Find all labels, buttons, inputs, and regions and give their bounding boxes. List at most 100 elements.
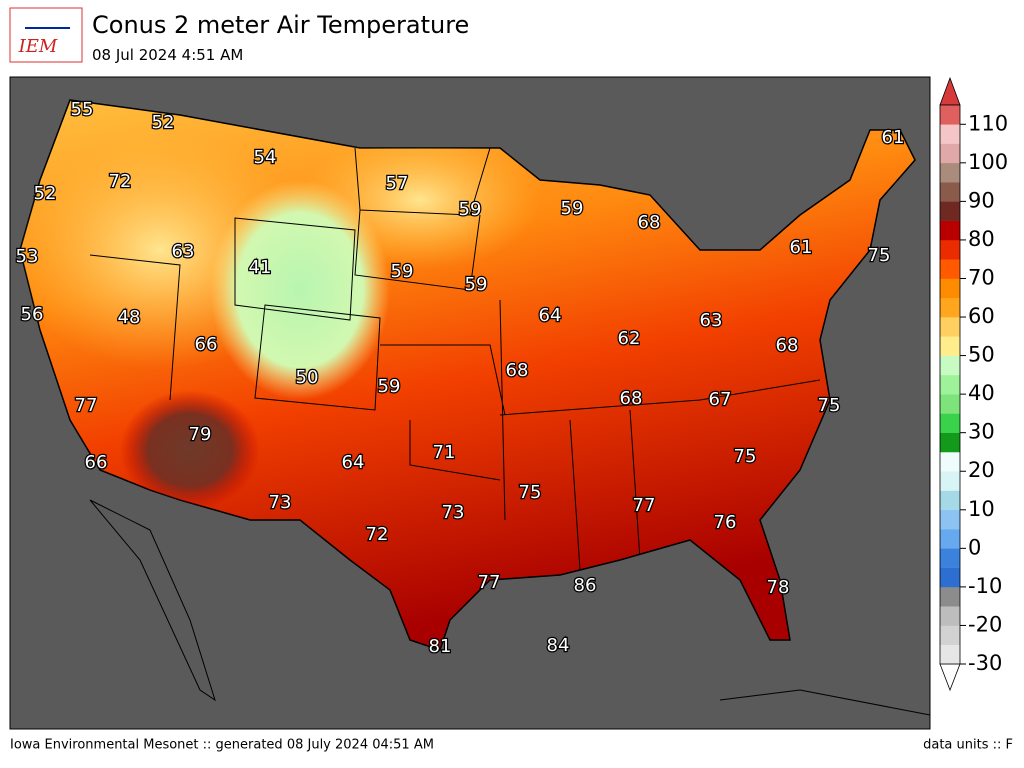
temperature-label: 68 [776, 335, 799, 356]
colorbar-bin [940, 317, 960, 337]
colorbar-bin [940, 471, 960, 491]
colorbar-tick-label: -20 [968, 612, 1002, 636]
temperature-label: 66 [85, 452, 108, 473]
temperature-label: 63 [700, 310, 723, 331]
temperature-label: 57 [386, 173, 409, 194]
colorbar-tick-label: -10 [968, 574, 1002, 598]
temperature-label: 84 [547, 635, 570, 656]
temperature-label: 77 [633, 495, 656, 516]
temperature-label: 71 [433, 442, 456, 463]
temperature-label: 52 [152, 112, 175, 133]
map [19, 99, 931, 716]
temperature-label: 62 [618, 328, 641, 349]
colorbar-tick-label: -30 [968, 651, 1002, 675]
colorbar-bin [940, 124, 960, 144]
colorbar-bin [940, 625, 960, 646]
colorbar-bin [940, 259, 960, 279]
temperature-label: 77 [75, 395, 98, 416]
colorbar-tick-label: 110 [968, 111, 1008, 135]
logo: IEM [9, 7, 83, 63]
temperature-label: 56 [21, 304, 44, 325]
temperature-label: 64 [539, 305, 562, 326]
colorbar-bin [940, 105, 960, 125]
temperature-label: 59 [465, 274, 488, 295]
colorbar-bin [940, 432, 960, 453]
temperature-label: 75 [519, 482, 542, 503]
colorbar-bin [940, 586, 960, 607]
title: Conus 2 meter Air Temperature [92, 11, 469, 39]
colorbar-bin [940, 297, 960, 318]
temperature-label: 68 [506, 360, 529, 381]
temperature-label: 81 [429, 636, 452, 657]
temperature-label: 75 [818, 395, 841, 416]
temperature-label: 64 [342, 452, 365, 473]
colorbar-tick-label: 90 [968, 188, 995, 212]
colorbar-bin [940, 355, 960, 376]
colorbar-bin [940, 162, 960, 183]
colorbar-bin [940, 567, 960, 588]
temperature-label: 59 [378, 376, 401, 397]
colorbar-tick-label: 60 [968, 304, 995, 328]
temperature-label: 68 [638, 212, 661, 233]
temperature-label: 73 [269, 492, 292, 513]
temperature-label: 76 [714, 512, 737, 533]
colorbar-bin [940, 529, 960, 549]
temperature-label: 67 [709, 389, 732, 410]
colorbar-bin [940, 336, 960, 356]
temperature-label: 54 [254, 147, 277, 168]
colorbar-bin [940, 239, 960, 260]
colorbar-bin [940, 413, 960, 433]
temperature-label: 59 [391, 261, 414, 282]
temperature-label: 66 [195, 334, 218, 355]
colorbar-bin [940, 644, 960, 665]
colorbar-bin [940, 606, 960, 626]
colorbar-bin [940, 451, 960, 472]
temperature-label: 72 [366, 524, 389, 545]
logo-text: IEM [18, 36, 58, 57]
temperature-label: 61 [790, 237, 813, 258]
temperature-label: 50 [296, 367, 319, 388]
temperature-label: 77 [478, 572, 501, 593]
colorbar-tick-label: 50 [968, 343, 995, 367]
temperature-label: 53 [16, 246, 39, 267]
temperature-label: 63 [172, 241, 195, 262]
temperature-label: 72 [109, 171, 132, 192]
colorbar-bin [940, 220, 960, 241]
temperature-label: 41 [249, 257, 272, 278]
colorbar-bin [940, 374, 960, 395]
colorbar-tick-label: 70 [968, 265, 995, 289]
temperature-label: 48 [118, 307, 141, 328]
colorbar: -30 -20 -10 0 10 20 30 40 50 60 70 80 90 100 110 [939, 76, 1008, 692]
colorbar-bin [940, 201, 960, 221]
colorbar-bin [940, 278, 960, 299]
colorbar-bin [940, 143, 960, 164]
temperature-label: 61 [882, 127, 905, 148]
colorbar-tick-label: 10 [968, 497, 995, 521]
colorbar-tick-label: 80 [968, 227, 995, 251]
colorbar-tick-label: 20 [968, 458, 995, 482]
temperature-labels: 55 52 54 72 57 52 59 59 68 61 63 61 75 53 41 59 59 56 48 64… [14, 98, 905, 659]
temperature-label: 79 [189, 424, 212, 445]
temperature-label: 75 [868, 245, 891, 266]
footer-left: Iowa Environmental Mesonet :: generated … [10, 738, 434, 753]
temperature-label: 86 [574, 575, 597, 596]
colorbar-outline [939, 104, 961, 665]
colorbar-bin [940, 490, 960, 511]
colorbar-bin [940, 394, 960, 414]
temperature-label: 78 [767, 577, 790, 598]
temperature-label: 55 [71, 99, 94, 120]
colorbar-tick-label: 30 [968, 420, 995, 444]
temperature-label: 68 [620, 388, 643, 409]
temperature-label: 59 [459, 199, 482, 220]
temperature-label: 73 [442, 502, 465, 523]
colorbar-bin [940, 548, 960, 568]
footer-right: data units :: F [923, 738, 1013, 753]
colorbar-tick-label: 100 [968, 150, 1008, 174]
subtitle: 08 Jul 2024 4:51 AM [92, 46, 243, 64]
temperature-label: 52 [34, 183, 57, 204]
colorbar-bin [940, 509, 960, 530]
temperature-label: 59 [561, 198, 584, 219]
colorbar-tick-label: 0 [968, 535, 981, 559]
colorbar-bin [940, 182, 960, 202]
